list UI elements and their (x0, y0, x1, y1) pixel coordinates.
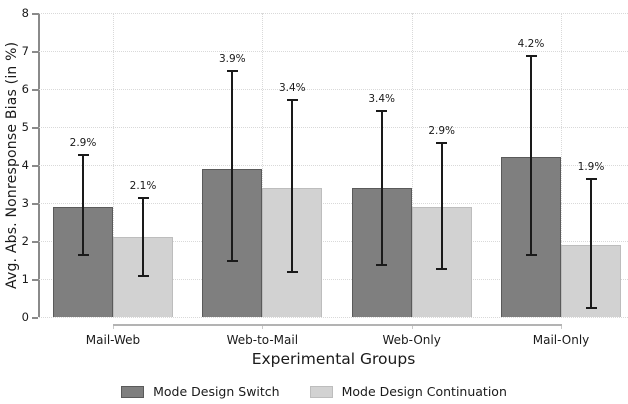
x-tick (561, 326, 562, 329)
y-tick-label: 4 (21, 157, 29, 172)
y-tick (32, 165, 38, 167)
error-bar-cap-bottom (525, 254, 537, 257)
x-tick (262, 326, 264, 329)
error-bar-cap-top (77, 153, 89, 156)
v-gridline (411, 13, 413, 317)
bar-value-label: 3.4% (368, 92, 395, 105)
error-bar-line (82, 153, 84, 257)
legend-swatch (309, 385, 333, 398)
x-category-label: Web-to-Mail (226, 333, 299, 347)
error-bar-cap-top (525, 54, 537, 57)
error-bar-cap-top (585, 178, 597, 181)
h-gridline (39, 165, 628, 166)
h-gridline (39, 317, 628, 318)
bar-value-label: 2.1% (129, 180, 157, 193)
error-bar-cap-top (376, 109, 388, 112)
bar-value-label: 1.9% (577, 161, 605, 174)
error-bar-cap-bottom (77, 254, 89, 257)
h-gridline (39, 127, 628, 128)
y-tick (32, 13, 38, 15)
bar-value-label: 2.9% (69, 136, 97, 149)
error-bar-line (380, 109, 383, 266)
y-tick-label: 1 (21, 271, 29, 286)
error-bar-cap-top (137, 197, 149, 200)
error-bar-cap-bottom (137, 275, 149, 278)
h-gridline (39, 89, 628, 90)
error-bar-line (231, 70, 234, 262)
y-tick (32, 279, 38, 281)
legend-label: Mode Design Continuation (341, 384, 507, 399)
legend-item: Mode Design Switch (121, 384, 280, 399)
x-category-label: Web-Only (382, 333, 441, 347)
error-bar-cap-top (436, 142, 448, 145)
x-tick (411, 326, 413, 329)
x-tick (113, 326, 114, 329)
y-tick (32, 203, 38, 205)
x-axis-title: Experimental Groups (251, 350, 416, 368)
error-bar-cap-bottom (585, 307, 597, 310)
error-bar-line (590, 178, 592, 310)
bar-value-label: 2.9% (428, 125, 455, 138)
y-tick-label: 6 (21, 81, 29, 96)
y-tick-label: 5 (21, 119, 29, 134)
y-tick-label: 7 (21, 43, 29, 58)
error-bar-line (291, 98, 294, 274)
h-gridline (39, 279, 628, 280)
x-axis-baseline (113, 324, 562, 326)
y-tick (32, 317, 38, 319)
error-bar-cap-bottom (286, 271, 298, 274)
x-category-label: Mail-Web (85, 333, 141, 347)
bar-value-label: 3.9% (218, 53, 246, 65)
y-tick (32, 89, 38, 91)
error-bar-cap-bottom (226, 259, 238, 262)
error-bar-line (440, 142, 443, 270)
y-tick-label: 3 (21, 195, 29, 210)
chart-legend: Mode Design Switch Mode Design Continuati… (0, 384, 628, 399)
error-bar-cap-bottom (436, 267, 448, 270)
bar-value-label: 4.2% (517, 37, 545, 50)
legend-label: Mode Design Switch (153, 384, 280, 399)
error-bar-line (142, 197, 144, 278)
v-gridline (262, 13, 264, 317)
plot-area: 2.9% 3.9% 3.4% 4.2% 2.1% 3.4% 2.9% 1.9% (39, 13, 628, 318)
h-gridline (39, 203, 628, 204)
v-gridline (561, 13, 562, 317)
legend-swatch (121, 385, 145, 398)
error-bar-line (530, 54, 532, 257)
y-tick-label: 2 (21, 233, 29, 248)
y-tick (32, 51, 38, 53)
bar-value-label: 3.4% (278, 81, 306, 94)
y-tick (32, 241, 38, 243)
y-tick-label: 0 (21, 309, 29, 324)
legend-item: Mode Design Continuation (309, 384, 507, 399)
y-axis-line (38, 13, 40, 317)
y-tick-label: 8 (21, 5, 29, 20)
v-gridline (113, 13, 114, 317)
h-gridline (39, 51, 628, 52)
error-bar-cap-top (226, 70, 238, 72)
h-gridline (39, 241, 628, 242)
error-bar-cap-top (286, 98, 298, 101)
h-gridline (39, 13, 628, 14)
error-bar-cap-bottom (376, 263, 388, 266)
y-tick (32, 127, 38, 129)
x-category-label: Mail-Only (532, 333, 590, 347)
